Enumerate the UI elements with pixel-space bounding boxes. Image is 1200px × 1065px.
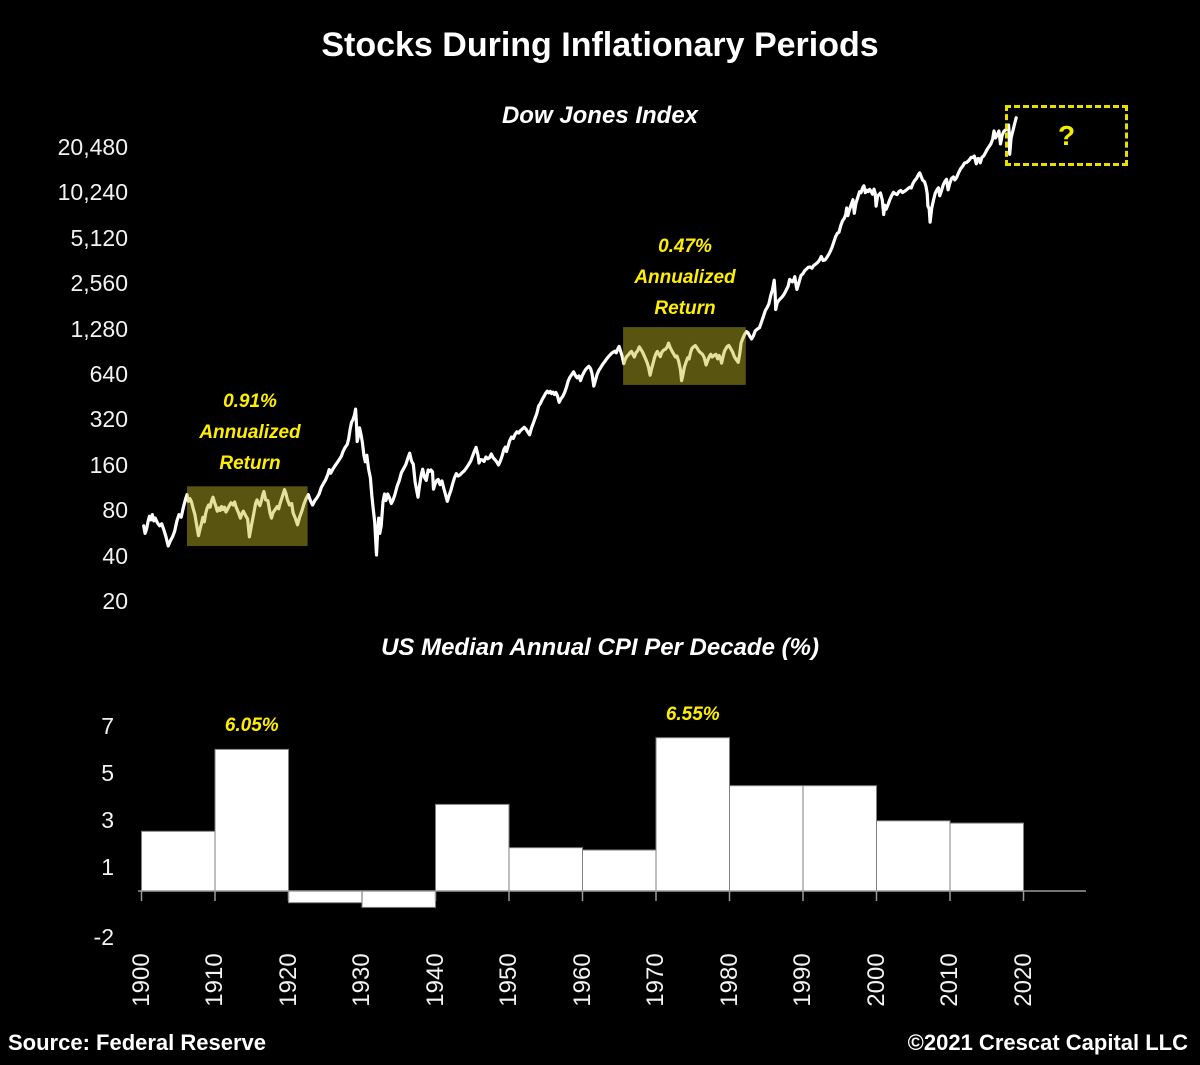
page-title: Stocks During Inflationary Periods <box>321 26 879 64</box>
dow-jones-line <box>142 116 1018 557</box>
cpi-x-tick-label: 2000 <box>862 953 890 1007</box>
future-question-box: ? <box>1005 105 1128 166</box>
cpi-x-tick-label: 1920 <box>274 953 302 1007</box>
question-mark-label: ? <box>1057 119 1076 151</box>
dow-y-tick-label: 20,480 <box>57 134 128 160</box>
annotation-line: Annualized <box>634 267 736 288</box>
dow-y-tick-label: 20 <box>102 588 128 614</box>
inflation-period-box <box>187 486 308 546</box>
dow-y-tick-label: 2,560 <box>70 270 128 297</box>
cpi-bar-1930s <box>361 890 436 908</box>
cpi-x-tick-label: 2010 <box>936 953 963 1007</box>
inflation-period-box <box>623 327 746 385</box>
cpi-x-tick-label: 2020 <box>1009 953 1037 1007</box>
cpi-bar-2010s <box>949 822 1024 892</box>
cpi-bar-1960s <box>582 849 657 892</box>
cpi-chart-title: US Median Annual CPI Per Decade (%) <box>381 634 819 661</box>
dow-chart-title: Dow Jones Index <box>501 102 699 129</box>
cpi-bar-1910s <box>214 748 289 892</box>
dow-y-tick-label: 5,120 <box>70 224 128 251</box>
source-text: Source: Federal Reserve <box>8 1030 267 1055</box>
cpi-x-tick-label: 1940 <box>421 953 449 1007</box>
cpi-bar-2000s <box>876 820 951 892</box>
cpi-bar-1970s <box>655 737 730 892</box>
cpi-y-tick-label: -2 <box>93 923 114 950</box>
cpi-x-tick-label: 1990 <box>789 953 816 1007</box>
annotation-line: 0.47% <box>658 236 712 257</box>
annotation-line: Return <box>219 453 281 474</box>
cpi-bar-1990s <box>802 785 877 892</box>
cpi-x-tick-label: 1930 <box>348 953 375 1007</box>
cpi-x-tick-label: 1980 <box>715 953 743 1007</box>
cpi-y-tick-label: 7 <box>101 713 114 740</box>
annotation-line: Annualized <box>199 422 301 443</box>
cpi-bar-1950s <box>508 847 583 892</box>
copyright-text: ©2021 Crescat Capital LLC <box>907 1030 1188 1055</box>
cpi-bar-1980s <box>729 785 804 892</box>
cpi-x-tick-label: 1910 <box>201 953 228 1007</box>
cpi-x-tick-label: 1960 <box>568 953 596 1007</box>
dow-y-tick-label: 640 <box>89 361 128 387</box>
dow-y-tick-label: 10,240 <box>57 179 128 206</box>
annotation-line: Return <box>654 298 716 319</box>
cpi-bar-value-label: 6.55% <box>665 703 720 725</box>
cpi-y-tick-label: 3 <box>101 806 114 833</box>
dow-y-tick-label: 80 <box>102 497 128 524</box>
annotation-0.47-annualized-return: 0.47% Annualized Return <box>575 231 795 324</box>
cpi-x-tick-label: 1970 <box>642 953 669 1007</box>
dow-y-tick-label: 40 <box>102 542 128 569</box>
dow-y-tick-label: 1,280 <box>70 315 128 342</box>
annotation-0.91-annualized-return: 0.91% Annualized Return <box>140 386 360 479</box>
dow-y-tick-label: 160 <box>89 451 128 478</box>
cpi-y-tick-label: 5 <box>101 760 114 786</box>
cpi-bar-value-label: 6.05% <box>224 715 279 737</box>
cpi-x-tick-label: 1900 <box>127 953 155 1007</box>
cpi-bar-1900s <box>141 830 216 892</box>
annotation-line: 0.91% <box>223 391 277 412</box>
cpi-bar-1940s <box>435 803 510 892</box>
cpi-y-tick-label: 1 <box>101 853 114 880</box>
cpi-bar-1920s <box>288 890 363 904</box>
dow-y-tick-label: 320 <box>89 406 128 433</box>
cpi-x-tick-label: 1950 <box>495 953 522 1007</box>
